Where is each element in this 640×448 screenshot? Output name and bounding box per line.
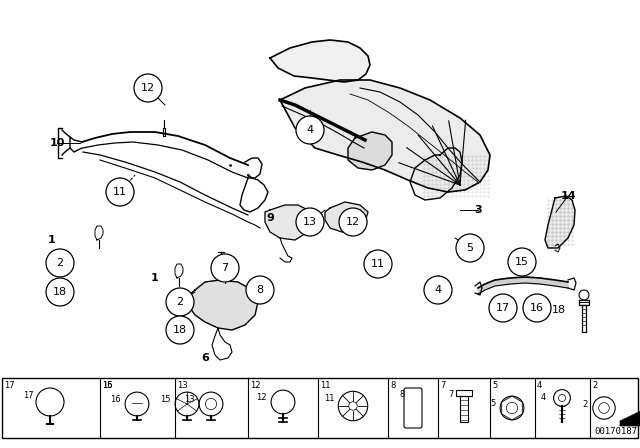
Polygon shape xyxy=(188,280,258,330)
Text: 11: 11 xyxy=(113,187,127,197)
Text: 16: 16 xyxy=(102,381,113,390)
Circle shape xyxy=(296,116,324,144)
Text: 9: 9 xyxy=(266,213,274,223)
Text: 7: 7 xyxy=(449,390,454,399)
Text: 11: 11 xyxy=(324,394,335,403)
Text: 5: 5 xyxy=(492,381,497,390)
Circle shape xyxy=(166,316,194,344)
Text: 15: 15 xyxy=(102,381,113,390)
Text: 12: 12 xyxy=(250,381,260,390)
Polygon shape xyxy=(545,196,575,248)
Text: 12: 12 xyxy=(141,83,155,93)
Text: 11: 11 xyxy=(371,259,385,269)
Text: 2: 2 xyxy=(592,381,597,390)
Text: 4: 4 xyxy=(537,381,542,390)
Text: 18: 18 xyxy=(173,325,187,335)
Circle shape xyxy=(489,294,517,322)
Text: 5: 5 xyxy=(491,399,496,408)
Circle shape xyxy=(456,234,484,262)
Polygon shape xyxy=(280,80,490,192)
Text: 11: 11 xyxy=(320,381,330,390)
Text: 16: 16 xyxy=(110,395,121,404)
Text: 8: 8 xyxy=(390,381,396,390)
Text: 18: 18 xyxy=(53,287,67,297)
Text: 7: 7 xyxy=(440,381,445,390)
Text: 7: 7 xyxy=(221,263,228,273)
Polygon shape xyxy=(325,202,368,232)
Text: 8: 8 xyxy=(399,390,405,399)
Circle shape xyxy=(211,254,239,282)
Text: 3: 3 xyxy=(474,205,482,215)
Text: 17: 17 xyxy=(496,303,510,313)
Text: 17: 17 xyxy=(4,381,15,390)
Text: 2: 2 xyxy=(56,258,63,268)
Text: 16: 16 xyxy=(530,303,544,313)
Circle shape xyxy=(339,208,367,236)
Text: 4: 4 xyxy=(307,125,314,135)
Circle shape xyxy=(246,276,274,304)
Circle shape xyxy=(424,276,452,304)
Circle shape xyxy=(46,249,74,277)
Circle shape xyxy=(364,250,392,278)
Text: 17: 17 xyxy=(24,391,34,400)
Text: 12: 12 xyxy=(346,217,360,227)
Text: 13: 13 xyxy=(184,395,195,404)
Polygon shape xyxy=(348,132,392,170)
Bar xyxy=(2,378,638,438)
Text: 14: 14 xyxy=(560,191,576,201)
Circle shape xyxy=(134,74,162,102)
Text: 4: 4 xyxy=(435,285,442,295)
Text: 1: 1 xyxy=(151,273,159,283)
Text: 5: 5 xyxy=(467,243,474,253)
Text: 4: 4 xyxy=(541,392,546,401)
Text: 18: 18 xyxy=(552,305,566,315)
Text: 12: 12 xyxy=(257,393,267,402)
Circle shape xyxy=(166,288,194,316)
Text: 2: 2 xyxy=(177,297,184,307)
Polygon shape xyxy=(410,148,462,200)
Text: 6: 6 xyxy=(201,353,209,363)
Circle shape xyxy=(106,178,134,206)
Circle shape xyxy=(296,208,324,236)
Text: 13: 13 xyxy=(177,381,188,390)
Text: 15: 15 xyxy=(515,257,529,267)
Text: 15: 15 xyxy=(161,395,171,404)
Text: 8: 8 xyxy=(257,285,264,295)
Text: 10: 10 xyxy=(49,138,65,148)
Text: 13: 13 xyxy=(303,217,317,227)
Polygon shape xyxy=(478,277,568,294)
Text: 1: 1 xyxy=(48,235,56,245)
FancyBboxPatch shape xyxy=(404,388,422,428)
Text: 2: 2 xyxy=(583,400,588,409)
Polygon shape xyxy=(270,40,370,82)
Polygon shape xyxy=(265,205,312,240)
Circle shape xyxy=(508,248,536,276)
Polygon shape xyxy=(620,408,640,426)
Circle shape xyxy=(523,294,551,322)
Text: 00170187: 00170187 xyxy=(594,427,637,436)
Circle shape xyxy=(46,278,74,306)
